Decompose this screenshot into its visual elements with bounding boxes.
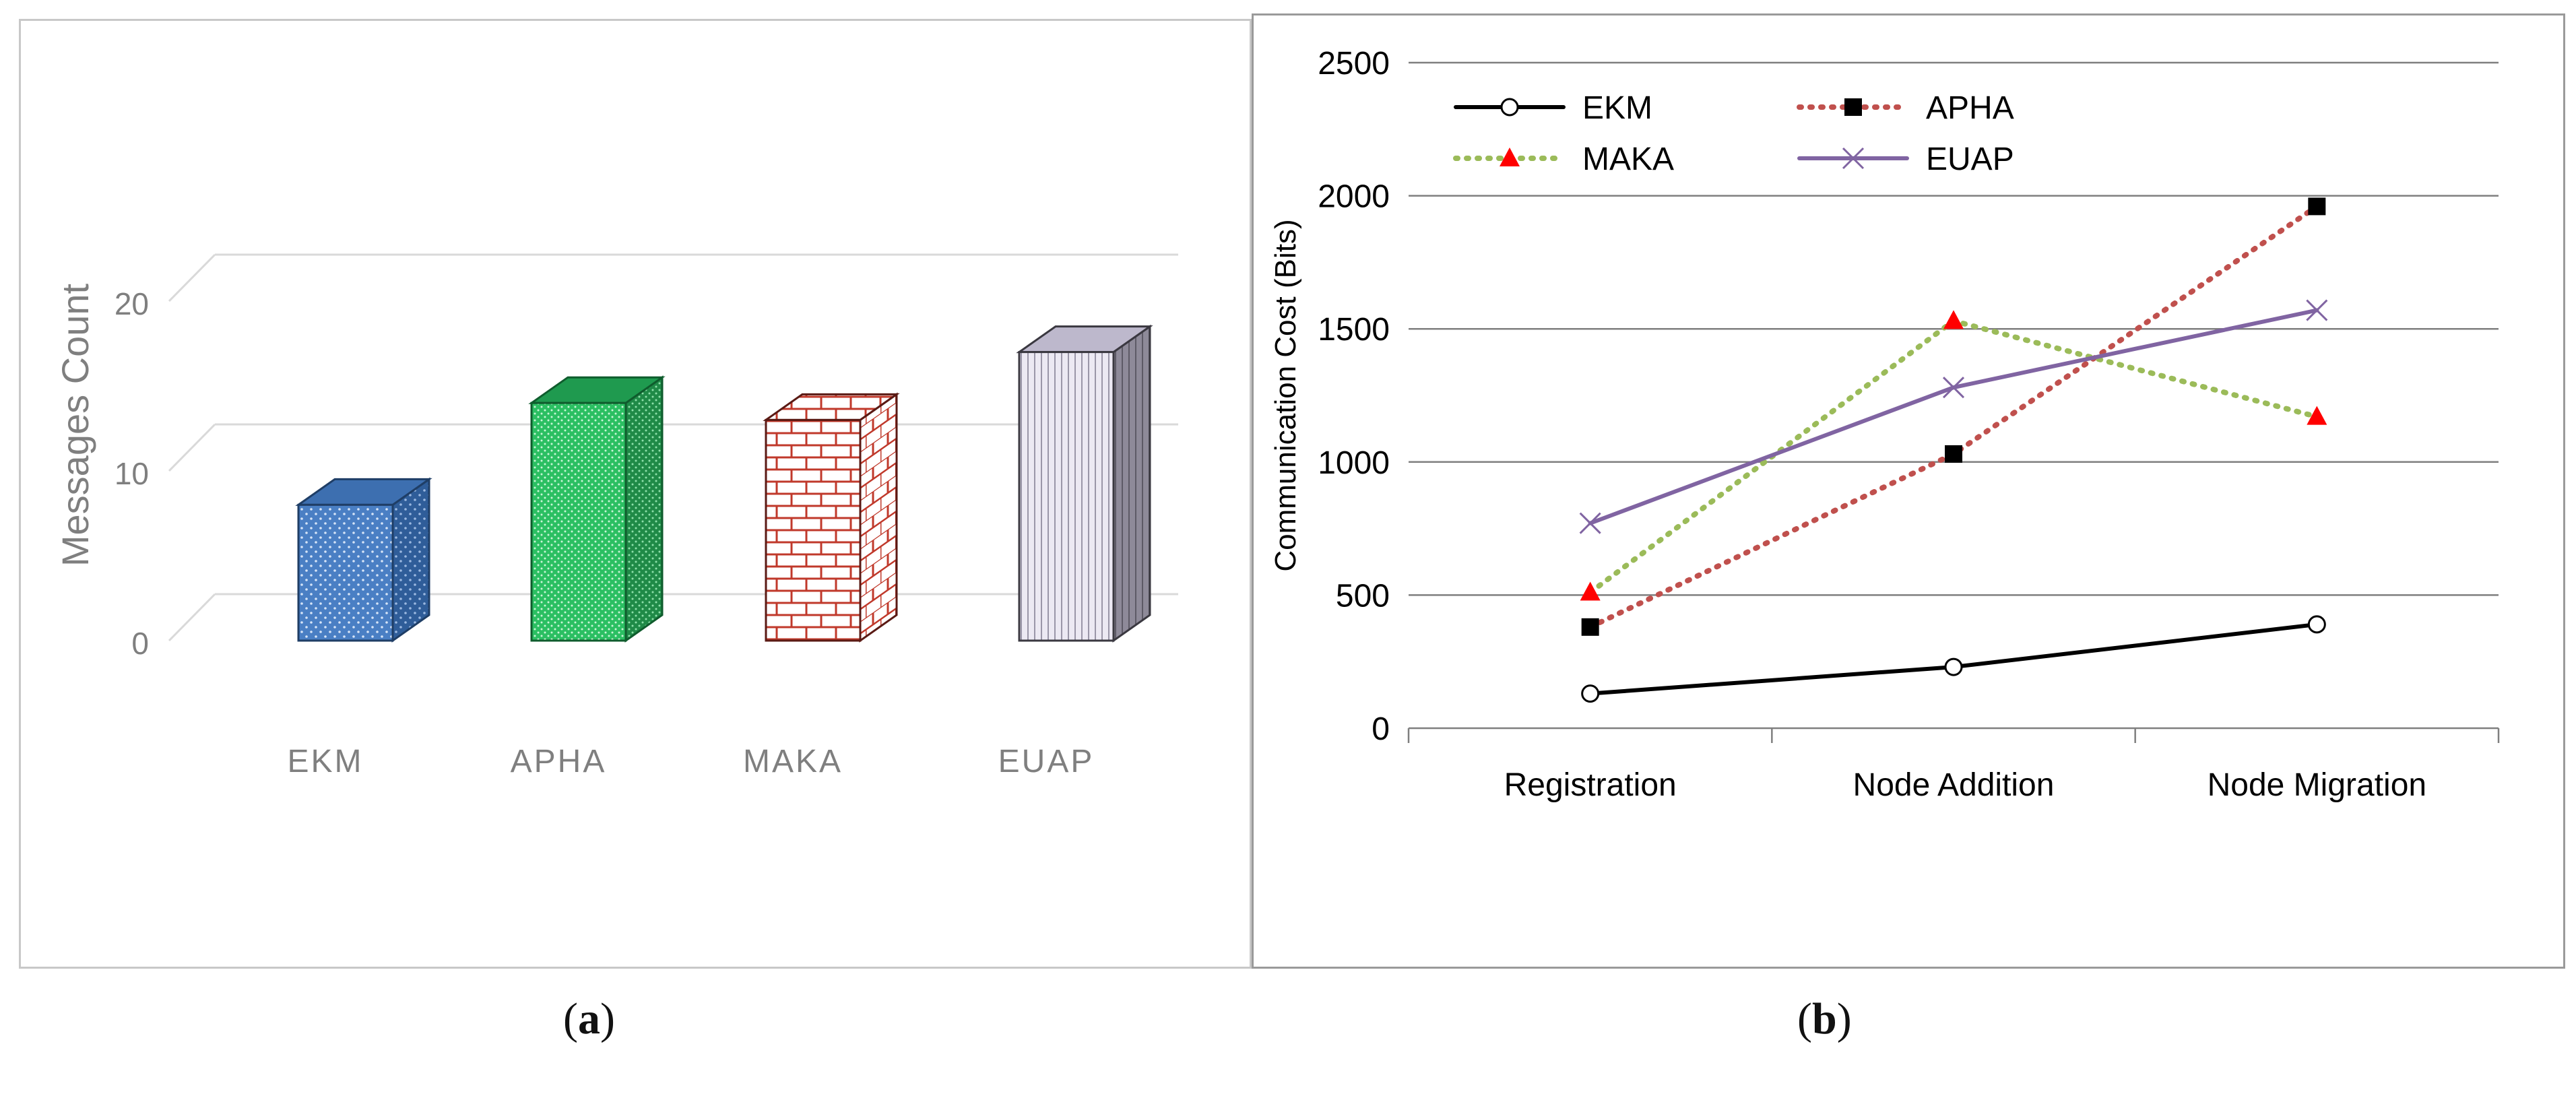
gridline-depth [168, 253, 216, 302]
y-axis-label: Communication Cost (Bits) [1269, 219, 1302, 571]
y-axis-label: Messages Count [54, 283, 96, 567]
caption-b: (b) [1797, 994, 1852, 1043]
y-tick-label: 20 [115, 286, 149, 321]
x-tick-label: MAKA [743, 744, 843, 779]
y-tick-label: 1000 [1318, 445, 1390, 481]
legend-label: APHA [1926, 90, 2014, 126]
legend-euap: EUAP [1797, 141, 2014, 177]
axes: 0 500 1000 1500 2000 2500 Registration Node Add… [1269, 46, 2500, 803]
panel-a: 0 10 20 Messages Count EKM APHA MAKA EUAP [19, 19, 1252, 969]
caption-a: (a) [563, 994, 615, 1043]
marker-x [2306, 299, 2328, 321]
bar-front [530, 401, 627, 642]
chart-b: 0 500 1000 1500 2000 2500 Registration Node Add… [1269, 46, 2500, 803]
bar-euap [1016, 324, 1153, 643]
legend-apha: APHA [1797, 90, 2014, 126]
marker-circle [1500, 98, 1519, 117]
x-tick-label: Registration [1504, 767, 1677, 803]
legend: EKM APHA MAKA EUAP [1453, 90, 2014, 177]
bars [295, 324, 1153, 643]
y-tick-label: 1500 [1318, 312, 1390, 348]
bar-front [297, 503, 394, 642]
bar-side [1112, 324, 1151, 643]
marker-square [2308, 197, 2326, 216]
y-tick-label: 0 [131, 626, 149, 661]
marker-x [1842, 147, 1865, 170]
marker-circle [1581, 684, 1600, 703]
bar-apha [528, 375, 666, 643]
marker-circle [2307, 615, 2326, 634]
marker-square [1844, 98, 1862, 116]
series-maka [1580, 310, 2327, 601]
bar-maka [763, 392, 900, 643]
series-ekm [1581, 615, 2326, 703]
x-tick-label: Node Migration [2208, 767, 2427, 803]
marker-triangle [1580, 581, 1601, 601]
marker-x [1942, 377, 1965, 399]
series-euap [1579, 299, 2328, 534]
x-tick-label: EUAP [998, 744, 1095, 779]
y-tick-label: 10 [115, 456, 149, 491]
marker-circle [1944, 657, 1963, 676]
marker-triangle [2307, 406, 2327, 425]
bar-ekm [295, 477, 432, 643]
y-tick-label: 500 [1336, 578, 1390, 614]
bar-side [391, 477, 430, 643]
legend-ekm: EKM [1454, 90, 1652, 126]
y-tick-label: 2500 [1318, 46, 1390, 82]
y-tick-label: 0 [1372, 711, 1390, 747]
gridline-depth [168, 593, 216, 642]
series-line [1588, 308, 2319, 525]
marker-triangle [1943, 310, 1964, 329]
bar-front [1018, 351, 1115, 642]
legend-label: EUAP [1926, 141, 2014, 177]
legend-maka: MAKA [1453, 141, 1674, 177]
series-line [1587, 203, 2320, 630]
marker-triangle [1500, 148, 1520, 166]
gridline-depth [168, 423, 216, 472]
marker-x [1579, 512, 1601, 534]
marker-square [1945, 445, 1962, 463]
bar-side [859, 392, 898, 643]
axis-text: 0 10 20 Messages Count EKM APHA MAKA EUAP [54, 283, 1095, 779]
series-apha [1581, 197, 2326, 636]
bar-front [765, 418, 862, 642]
panel-b: 0 500 1000 1500 2000 2500 Registration Node Add… [1252, 13, 2565, 969]
x-tick-label: EKM [287, 744, 363, 779]
bar-side [624, 375, 664, 643]
legend-label: EKM [1582, 90, 1652, 126]
y-tick-label: 2000 [1318, 179, 1390, 215]
x-tick-label: APHA [511, 744, 607, 779]
chart-a: 0 10 20 Messages Count EKM APHA MAKA EUAP [54, 253, 1178, 779]
legend-label: MAKA [1582, 141, 1674, 177]
series-lines [1579, 197, 2328, 703]
x-tick-label: Node Addition [1853, 767, 2055, 803]
marker-square [1581, 618, 1599, 636]
